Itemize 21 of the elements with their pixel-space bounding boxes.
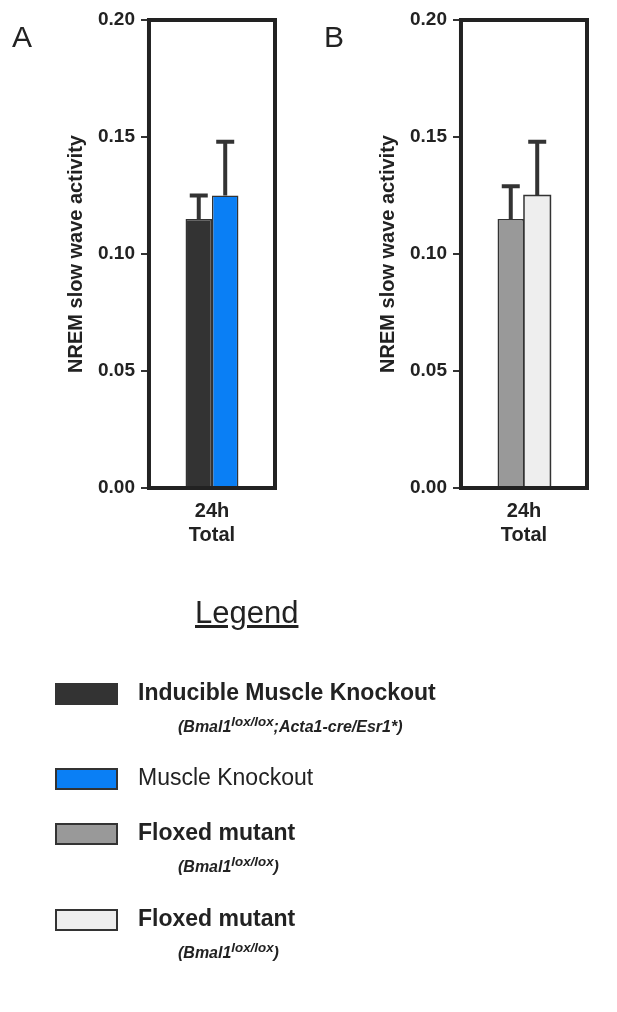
chart-title: A (12, 20, 33, 54)
x-tick-label: 24h Total (500, 498, 548, 545)
y-tick-label: 0.20 (98, 8, 135, 30)
y-tick-label: 0.05 (98, 359, 136, 381)
legend-title: Legend (195, 595, 300, 631)
y-tick-label: 0.20 (410, 8, 447, 30)
legend-label: Inducible Muscle Knockout (Bmal1$^{lox/lox}$;Acta1-cre/Esr1*) (138, 679, 436, 737)
y-tick-label: 0.10 (98, 242, 135, 264)
y-axis-title: NREM slow wave activity (375, 134, 398, 373)
y-tick-label: 0.00 (98, 476, 135, 498)
y-axis-title: NREM slow wave activity (63, 134, 86, 373)
legend-label: Floxed mutant (Bmal1$^{lox/lox}$) (138, 904, 296, 962)
legend-label: Muscle Knockout (138, 764, 314, 792)
y-tick-label: 0.10 (410, 242, 447, 264)
y-tick-label: 0.05 (410, 359, 448, 381)
chart-title: B (324, 20, 345, 54)
y-tick-label: 0.15 (98, 125, 136, 147)
y-tick-label: 0.00 (410, 476, 447, 498)
legend-label: Floxed mutant (Bmal1$^{lox/lox}$) (138, 819, 296, 877)
x-tick-label: 24h Total (188, 498, 236, 545)
y-tick-label: 0.15 (410, 125, 448, 147)
